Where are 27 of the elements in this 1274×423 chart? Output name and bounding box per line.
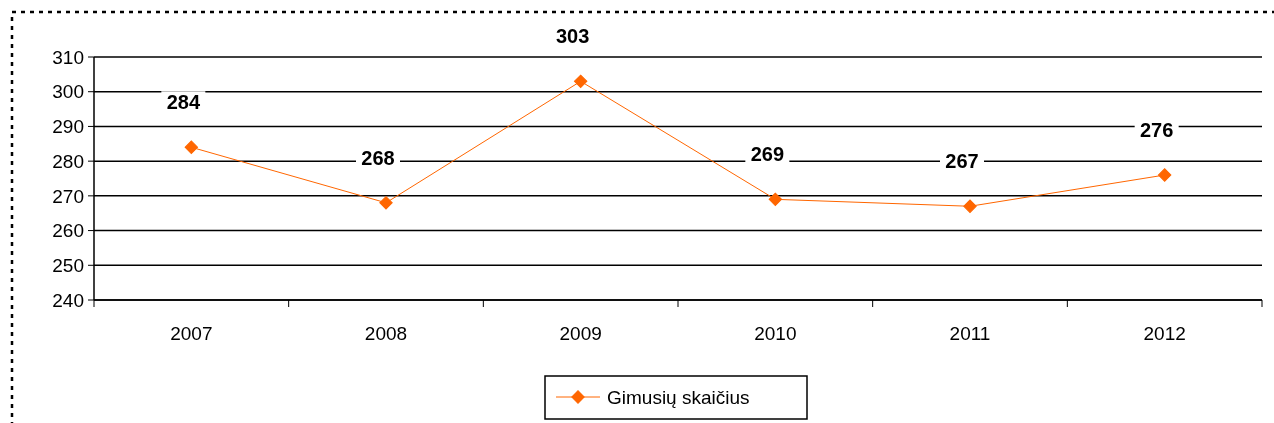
data-label: 284	[166, 91, 201, 114]
data-label: 267	[945, 150, 979, 173]
y-tick-label: 300	[52, 81, 84, 103]
x-tick-label: 2011	[949, 323, 991, 344]
point	[573, 74, 588, 89]
point	[379, 196, 393, 210]
x-tick-label: 2010	[754, 323, 797, 344]
y-tick-label: 310	[52, 46, 84, 68]
y-tick-label: 240	[52, 289, 84, 311]
data-label: 269	[750, 143, 785, 166]
y-tick-label: 260	[52, 220, 84, 242]
data-label: 268	[361, 146, 395, 169]
x-tick-label: 2007	[170, 323, 213, 344]
legend-label: Gimusių skaičius	[607, 386, 750, 408]
data-label: 303	[555, 25, 590, 48]
x-tick-label: 2012	[1143, 323, 1186, 344]
y-tick-label: 270	[52, 185, 84, 207]
x-tick-label: 2009	[559, 323, 602, 344]
y-tick-label: 250	[52, 254, 84, 276]
x-tick-label: 2008	[364, 323, 408, 344]
point	[963, 199, 977, 213]
y-tick-label: 290	[52, 116, 84, 138]
data-label: 276	[1139, 119, 1174, 142]
point	[768, 192, 783, 207]
point	[184, 140, 199, 154]
point	[1157, 168, 1172, 182]
y-tick-label: 280	[52, 150, 84, 172]
